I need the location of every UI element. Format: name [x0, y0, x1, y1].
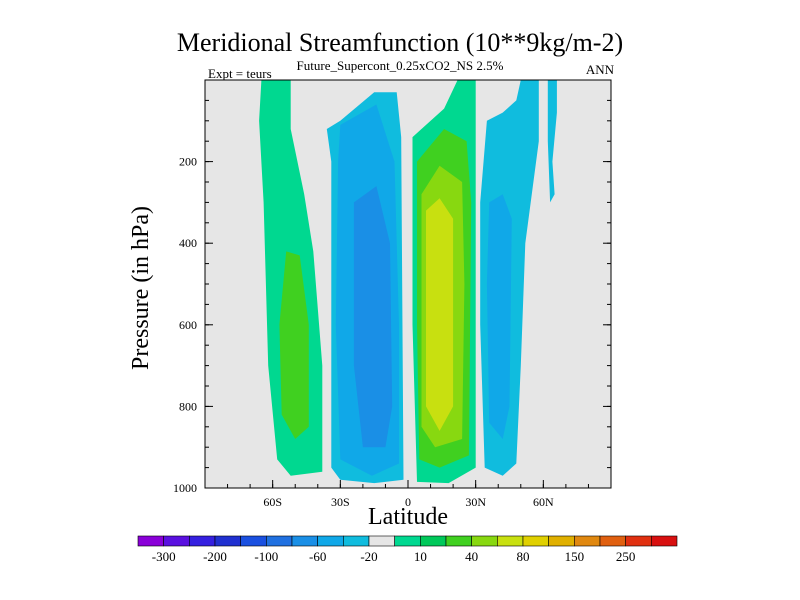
colorbar-box: [522, 535, 549, 547]
y-tick-label: 600: [179, 318, 197, 332]
y-tick-label: 1000: [173, 481, 197, 495]
colorbar-label: -100: [254, 549, 278, 564]
contour-neg-10-hl: [547, 80, 557, 203]
colorbar-box: [266, 535, 293, 547]
chart-title: Meridional Streamfunction (10**9kg/m-2): [176, 28, 624, 57]
colorbar-box: [214, 535, 241, 547]
contour-pos-40-sh: [279, 251, 309, 439]
colorbar-label: 250: [616, 549, 636, 564]
colorbar-box: [163, 535, 190, 547]
contour-neg-80-sh: [353, 186, 393, 448]
experiment-note: Expt = teurs: [208, 66, 272, 81]
colorbar-box: [420, 535, 447, 547]
x-tick-label: 0: [405, 495, 411, 509]
y-tick-label: 800: [179, 399, 197, 413]
x-tick-label: 30S: [331, 495, 350, 509]
colorbar-label: -200: [203, 549, 227, 564]
contour-neg-40-nh: [486, 194, 512, 439]
season-note: ANN: [585, 62, 614, 77]
y-axis-label: Pressure (in hPa): [128, 206, 154, 370]
x-axis-label: Latitude: [368, 504, 448, 530]
colorbar-label: 80: [517, 549, 530, 564]
colorbar-box: [368, 535, 395, 547]
colorbar-label: 10: [414, 549, 427, 564]
colorbar-label: -60: [309, 549, 326, 564]
colorbar-box: [599, 535, 626, 547]
colorbar-box: [574, 535, 601, 547]
colorbar-box: [445, 535, 472, 547]
colorbar-box: [240, 535, 267, 547]
contour-pos-120-tr: [426, 198, 454, 431]
y-tick-label: 200: [179, 155, 197, 169]
x-tick-label: 60N: [533, 495, 554, 509]
colorbar-box: [625, 535, 652, 547]
colorbar-label: -20: [360, 549, 377, 564]
x-tick-label: 60S: [263, 495, 282, 509]
colorbar-label: 40: [465, 549, 478, 564]
colorbar-box: [317, 535, 344, 547]
colorbar-box: [651, 535, 678, 547]
colorbar-box: [343, 535, 370, 547]
colorbar-label: 150: [565, 549, 585, 564]
colorbar-box: [137, 535, 164, 547]
colorbar-box: [394, 535, 421, 547]
y-tick-label: 400: [179, 236, 197, 250]
colorbar-box: [548, 535, 575, 547]
colorbar-label: -300: [152, 549, 176, 564]
colorbar-box: [189, 535, 216, 547]
chart-subtitle: Future_Supercont_0.25xCO2_NS 2.5%: [296, 58, 504, 73]
colorbar-box: [471, 535, 498, 547]
colorbar-box: [291, 535, 318, 547]
colorbar-box: [497, 535, 524, 547]
x-tick-label: 30N: [465, 495, 486, 509]
